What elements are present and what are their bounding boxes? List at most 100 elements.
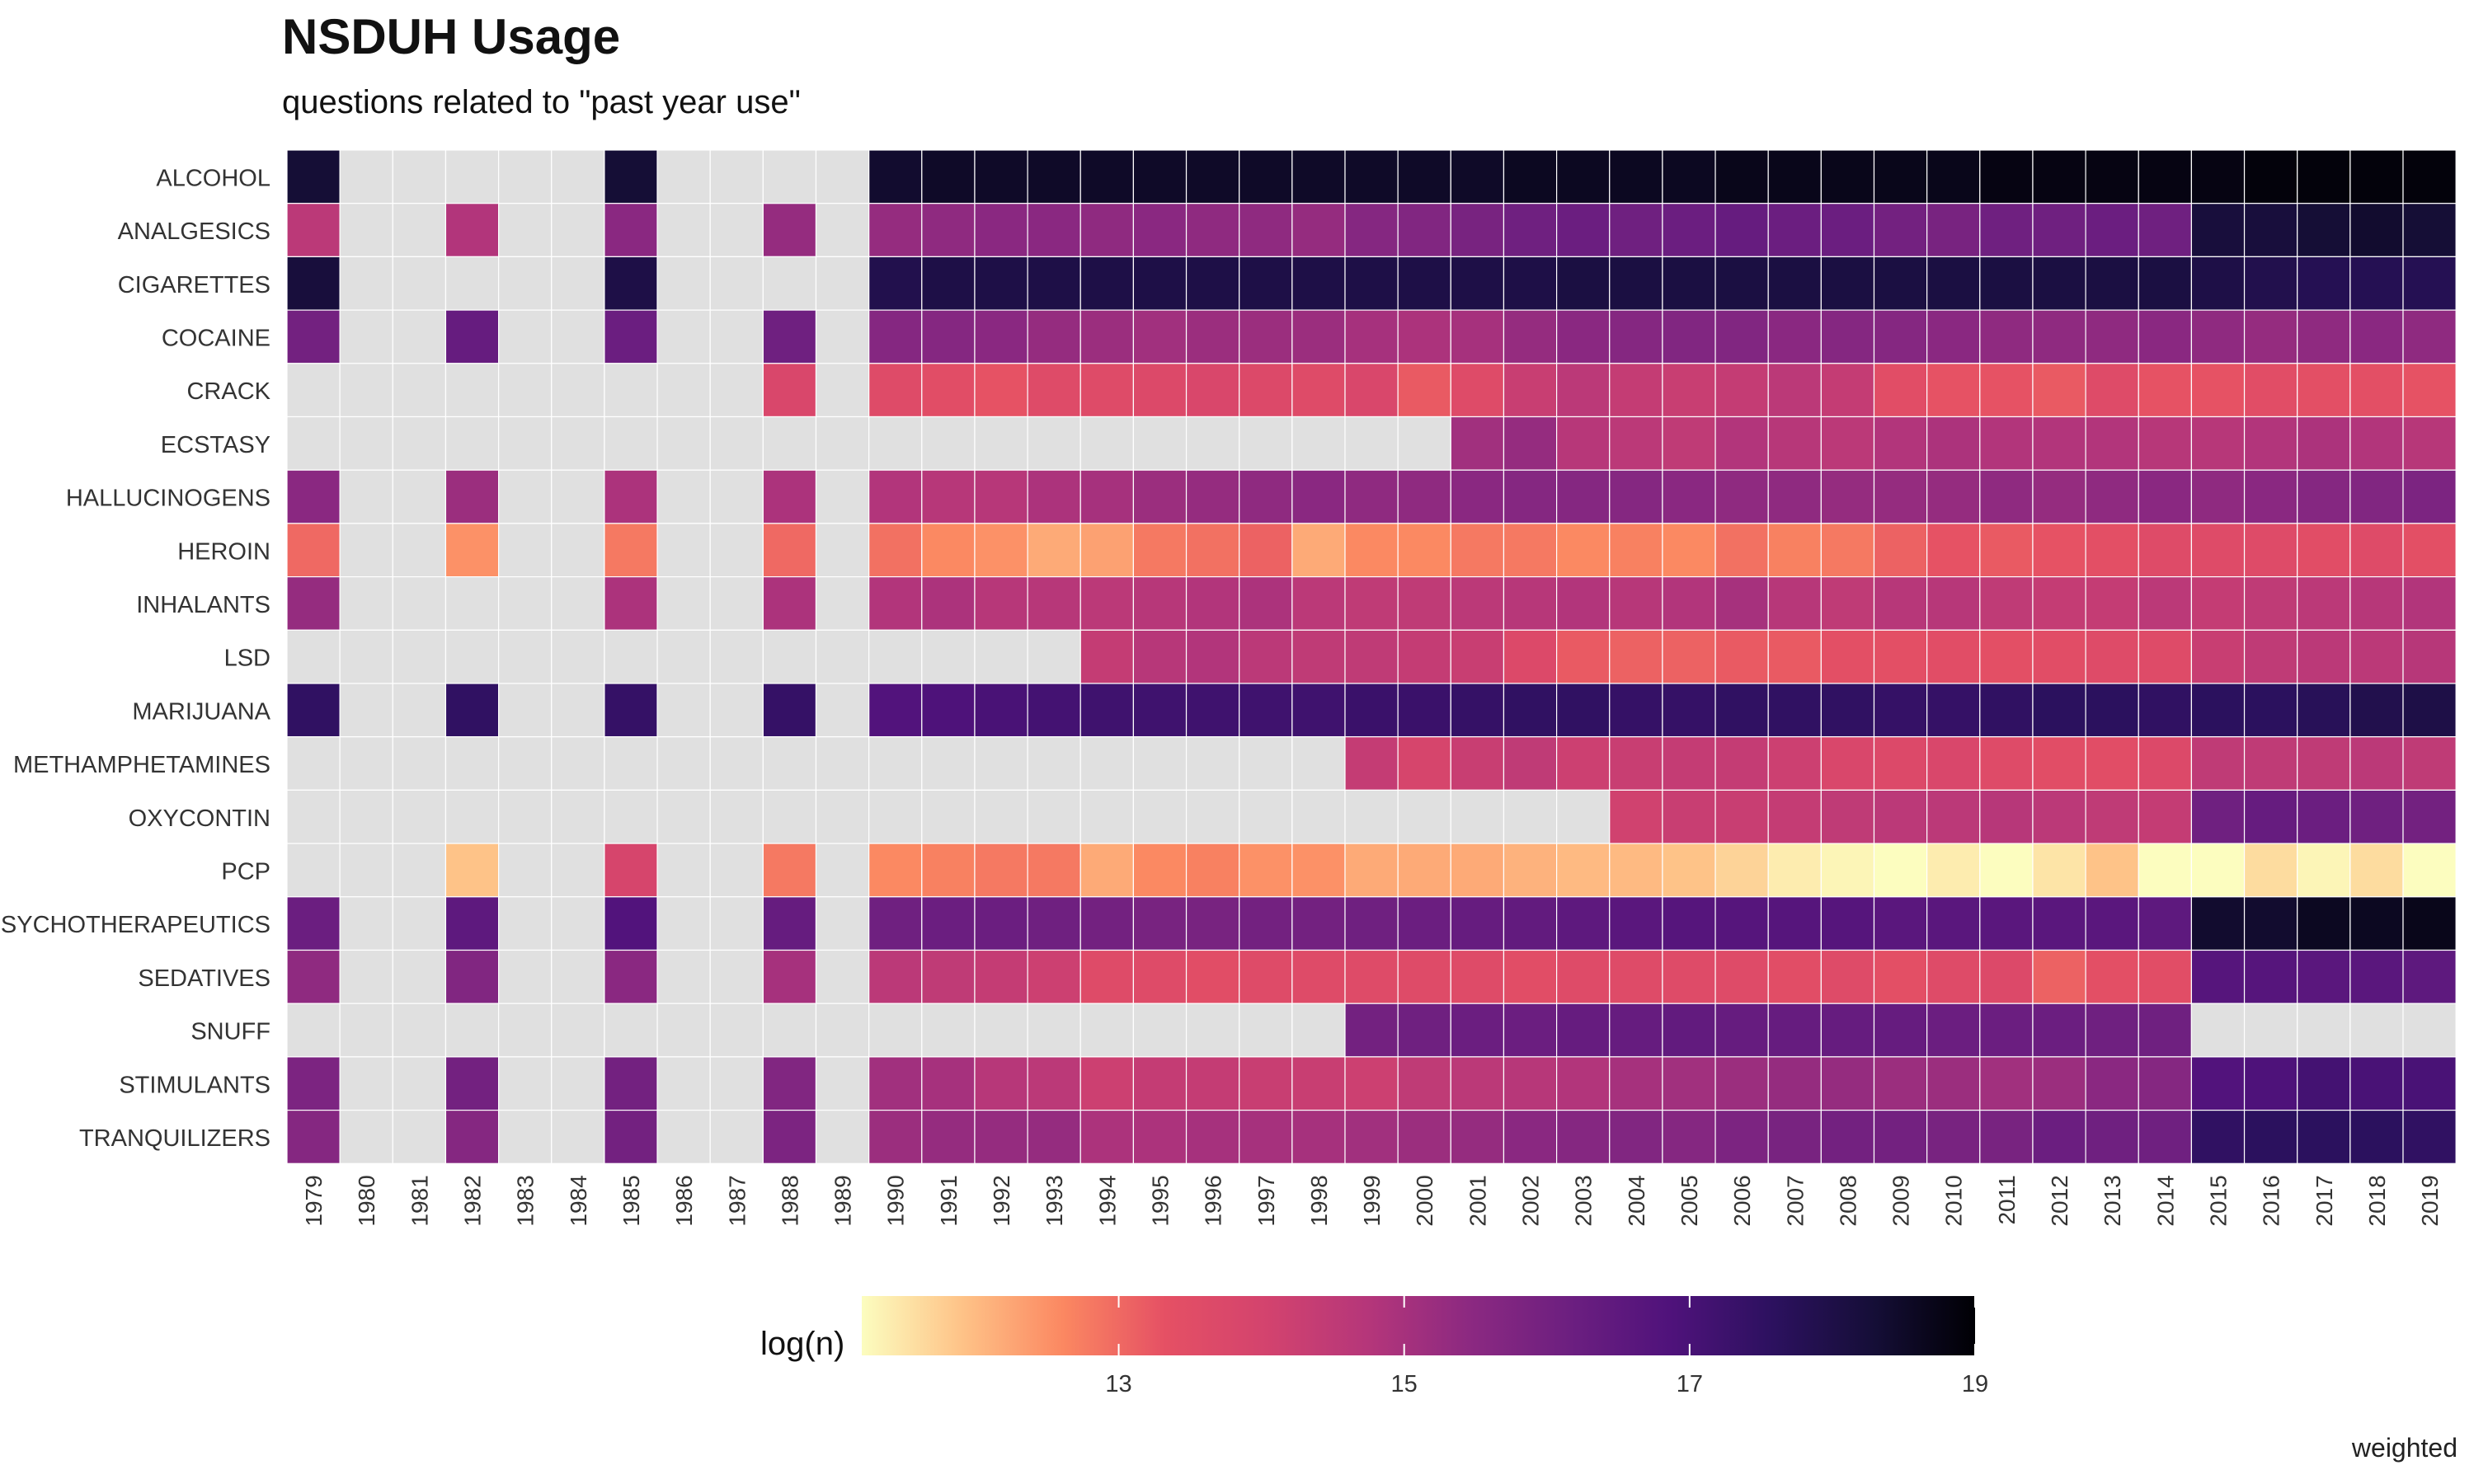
x-tick-label: 1979	[301, 1175, 327, 1226]
heatmap-cell	[1291, 523, 1346, 578]
heatmap-cell	[1397, 789, 1451, 844]
heatmap-cell	[762, 149, 817, 204]
heatmap-cell	[762, 949, 817, 1004]
heatmap-cell	[1450, 1109, 1505, 1164]
heatmap-cell	[1397, 1056, 1451, 1111]
heatmap-cell	[2032, 575, 2086, 631]
heatmap-cell	[2349, 363, 2404, 418]
heatmap-cell	[656, 575, 711, 631]
heatmap-cell	[1450, 309, 1505, 364]
heatmap-cell	[2402, 575, 2457, 631]
heatmap-cell	[1979, 416, 2034, 471]
heatmap-cell	[1714, 203, 1769, 257]
heatmap-cell	[339, 416, 393, 471]
heatmap-cell	[1714, 629, 1769, 684]
heatmap-cell	[1820, 896, 1875, 951]
heatmap-cell	[2138, 149, 2193, 204]
heatmap-cell	[974, 1003, 1028, 1058]
heatmap-cell	[392, 309, 447, 364]
heatmap-cell	[1079, 896, 1135, 951]
heatmap-cell	[656, 309, 711, 364]
heatmap-cell	[2297, 363, 2351, 418]
color-legend: 13 15 17 19	[862, 1296, 1988, 1397]
heatmap-cell	[2402, 523, 2457, 578]
heatmap-cell	[551, 469, 605, 524]
heatmap-cell	[1555, 523, 1611, 578]
heatmap-cell	[1027, 1003, 1081, 1058]
heatmap-cell	[392, 629, 447, 684]
heatmap-cell	[974, 363, 1028, 418]
y-tick-label: INHALANTS	[136, 592, 270, 618]
heatmap-cell	[2297, 949, 2351, 1004]
heatmap-cell	[868, 256, 923, 311]
heatmap-cell	[868, 736, 923, 791]
heatmap-cell	[2297, 469, 2351, 524]
heatmap-cell	[1079, 149, 1135, 204]
heatmap-cell	[1397, 149, 1451, 204]
heatmap-cell	[2190, 789, 2246, 844]
heatmap-cell	[1926, 363, 1981, 418]
heatmap-cell	[762, 256, 817, 311]
heatmap-cell	[2349, 736, 2404, 791]
heatmap-cell	[1397, 256, 1451, 311]
heatmap-cell	[1079, 683, 1135, 738]
heatmap-cell	[762, 203, 817, 257]
heatmap-cell	[551, 896, 605, 951]
heatmap-cell	[921, 629, 976, 684]
heatmap-cell	[551, 1003, 605, 1058]
heatmap-cell	[2085, 203, 2139, 257]
heatmap-cell	[2085, 843, 2139, 898]
heatmap-cell	[444, 896, 500, 951]
heatmap-cell	[815, 683, 870, 738]
heatmap-cell	[604, 1109, 658, 1164]
heatmap-cell	[604, 469, 658, 524]
heatmap-cell	[497, 469, 553, 524]
heatmap-cell	[1820, 416, 1875, 471]
heatmap-cell	[709, 469, 764, 524]
heatmap-cell	[1662, 736, 1716, 791]
heatmap-cell	[921, 949, 976, 1004]
heatmap-cell	[1662, 629, 1716, 684]
heatmap-cell	[868, 1056, 923, 1111]
heatmap-cell	[815, 203, 870, 257]
heatmap-cell	[709, 683, 764, 738]
y-tick-label: ANALGESICS	[118, 218, 270, 245]
heatmap-cell	[1185, 789, 1240, 844]
heatmap-cell	[868, 203, 923, 257]
x-tick-label: 1999	[1359, 1175, 1385, 1226]
heatmap-cell	[656, 789, 711, 844]
heatmap-cell	[1926, 309, 1981, 364]
heatmap-cell	[1873, 736, 1928, 791]
heatmap-cell	[1079, 843, 1135, 898]
heatmap-cell	[604, 523, 658, 578]
heatmap-cell	[868, 1109, 923, 1164]
heatmap-cell	[1450, 789, 1505, 844]
heatmap-cell	[497, 1109, 553, 1164]
heatmap-cell	[2349, 256, 2404, 311]
heatmap-cell	[1291, 896, 1346, 951]
heatmap-cell	[2085, 629, 2139, 684]
heatmap-cell	[2349, 149, 2404, 204]
heatmap-cell	[2032, 683, 2086, 738]
heatmap-cell	[2349, 629, 2404, 684]
heatmap-cell	[1767, 683, 1822, 738]
heatmap-cell	[1450, 523, 1505, 578]
heatmap-cell	[1662, 203, 1716, 257]
heatmap-cell	[1503, 1109, 1558, 1164]
legend-title: log(n)	[760, 1326, 845, 1362]
heatmap-cell	[286, 523, 341, 578]
heatmap-cell	[974, 469, 1028, 524]
heatmap-cell	[1132, 1109, 1188, 1164]
heatmap-cell	[921, 149, 976, 204]
x-tick-label: 1996	[1201, 1175, 1226, 1226]
heatmap-cell	[709, 363, 764, 418]
heatmap-cell	[2402, 363, 2457, 418]
heatmap-cell	[1714, 575, 1769, 631]
heatmap-cell	[1555, 363, 1611, 418]
heatmap-cell	[921, 843, 976, 898]
heatmap-cell	[1926, 1003, 1981, 1058]
heatmap-cell	[1132, 949, 1188, 1004]
heatmap-cell	[1555, 1003, 1611, 1058]
heatmap-cell	[1132, 629, 1188, 684]
heatmap-cell	[815, 416, 870, 471]
